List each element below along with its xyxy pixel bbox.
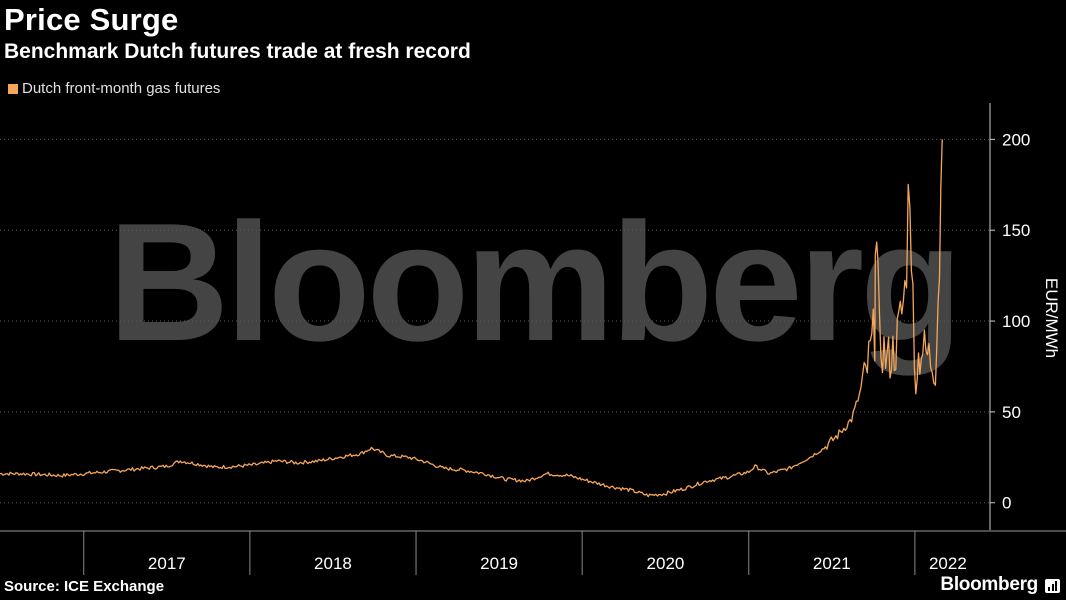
x-tick-label-2018: 2018 bbox=[314, 554, 352, 573]
y-tick-label: 150 bbox=[1002, 221, 1030, 240]
x-tick-label-2020: 2020 bbox=[647, 554, 685, 573]
legend-swatch bbox=[8, 83, 18, 94]
legend-label: Dutch front-month gas futures bbox=[22, 80, 221, 97]
y-tick-label: 50 bbox=[1002, 403, 1021, 422]
watermark-logo: Bloomberg bbox=[108, 188, 963, 376]
grid-lines bbox=[0, 138, 990, 504]
brand-logo-text: Bloomberg bbox=[940, 574, 1038, 595]
source-note: Source: ICE Exchange bbox=[4, 578, 165, 595]
chart-subtitle: Benchmark Dutch futures trade at fresh r… bbox=[4, 40, 471, 63]
chart-title: Price Surge bbox=[4, 2, 179, 37]
y-tick-label: 0 bbox=[1002, 494, 1011, 513]
y-axis: 0 50 100 150 200 bbox=[989, 103, 1030, 530]
x-axis: 2017 2018 2019 2020 2021 2022 bbox=[0, 530, 1066, 575]
y-tick-label: 100 bbox=[1002, 312, 1030, 331]
x-tick-label-2021: 2021 bbox=[813, 554, 851, 573]
y-tick-label: 200 bbox=[1002, 130, 1030, 149]
x-tick-label-2017: 2017 bbox=[148, 554, 186, 573]
x-tick-label-2022: 2022 bbox=[929, 554, 967, 573]
x-tick-label-2019: 2019 bbox=[480, 554, 518, 573]
series-line-dutch-gas bbox=[0, 139, 943, 498]
legend: Dutch front-month gas futures bbox=[8, 80, 220, 97]
bar-chart-icon bbox=[1045, 579, 1060, 593]
y-axis-label: EUR/MWh bbox=[1042, 278, 1061, 358]
